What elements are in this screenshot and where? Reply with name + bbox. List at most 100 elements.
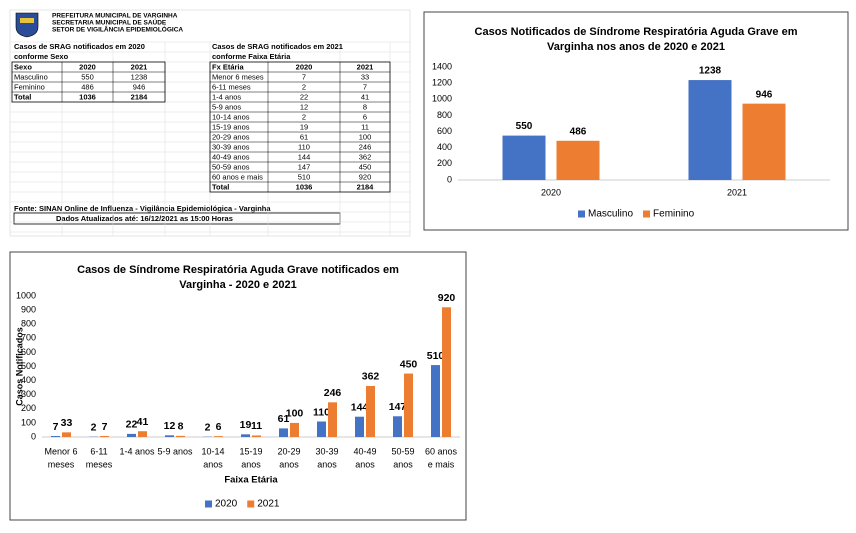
table-cell: 2184 <box>131 92 149 101</box>
bar <box>317 421 326 437</box>
table-title: Casos de SRAG notificados em 2021 <box>212 42 343 51</box>
table-cell: 22 <box>300 92 308 101</box>
data-label: 144 <box>351 401 369 413</box>
x-tick-label: 10-14 <box>201 446 224 456</box>
table-cell: 60 anos e mais <box>212 172 263 181</box>
chart-frame <box>9 251 467 521</box>
bar <box>328 402 337 437</box>
table-header: Sexo <box>14 62 32 71</box>
y-tick-label: 600 <box>21 347 36 357</box>
data-label: 362 <box>362 371 380 383</box>
bar <box>688 80 732 180</box>
table-cell: 2184 <box>357 182 375 191</box>
table-cell: 550 <box>81 72 94 81</box>
bar <box>404 373 413 437</box>
chart-title: Casos Notificados de Síndrome Respiratór… <box>475 26 798 38</box>
bar <box>393 416 402 437</box>
updated: Dados Atualizados até: 16/12/2021 as 15:… <box>56 214 233 223</box>
x-tick-label: e mais <box>428 459 455 469</box>
bar <box>355 416 364 437</box>
x-tick-label: 6-11 <box>90 446 107 456</box>
table-cell: 30-39 anos <box>212 142 250 151</box>
data-label: 100 <box>286 408 304 420</box>
table-header: 2020 <box>79 62 96 71</box>
table-header: 2021 <box>131 62 148 71</box>
data-label: 8 <box>178 421 184 433</box>
legend-swatch <box>205 500 212 508</box>
y-tick-label: 1000 <box>432 94 452 104</box>
table-cell: 6 <box>363 112 367 121</box>
y-tick-label: 0 <box>447 174 452 184</box>
bar <box>62 432 71 437</box>
data-label: 22 <box>126 419 138 431</box>
y-tick-label: 200 <box>437 158 452 168</box>
x-tick-label: 2021 <box>727 187 747 197</box>
table-cell: 10-14 anos <box>212 112 250 121</box>
y-tick-label: 0 <box>31 431 36 441</box>
table-title: conforme Sexo <box>14 52 69 61</box>
y-tick-label: 1200 <box>432 78 452 88</box>
chart-title: Varginha - 2020 e 2021 <box>179 279 296 291</box>
y-tick-label: 300 <box>21 389 36 399</box>
data-label: 12 <box>164 420 176 432</box>
x-tick-label: anos <box>241 459 261 469</box>
data-label: 33 <box>61 417 73 429</box>
table-cell: 19 <box>300 122 308 131</box>
source: Fonte: SINAN Online de Influenza - Vigil… <box>14 204 271 213</box>
y-tick-label: 700 <box>21 333 36 343</box>
table-cell: 40-49 anos <box>212 152 250 161</box>
data-label: 1238 <box>699 66 722 77</box>
y-tick-label: 400 <box>21 375 36 385</box>
table-cell: 246 <box>359 142 372 151</box>
table-cell: 946 <box>133 82 146 91</box>
data-label: 2 <box>91 421 97 433</box>
x-tick-label: 5-9 anos <box>157 446 193 456</box>
table-cell: 1-4 anos <box>212 92 241 101</box>
x-tick-label: 1-4 anos <box>119 446 155 456</box>
bar <box>556 140 600 180</box>
x-tick-label: 60 anos <box>425 446 458 456</box>
x-tick-label: 2020 <box>541 187 561 197</box>
legend-label: 2021 <box>257 499 280 510</box>
table-header: 2020 <box>296 62 313 71</box>
y-tick-label: 600 <box>437 126 452 136</box>
bar <box>279 428 288 437</box>
table-cell: 362 <box>359 152 372 161</box>
y-tick-label: 900 <box>21 304 36 314</box>
table-cell: 920 <box>359 172 372 181</box>
table-title: conforme Faixa Etária <box>212 52 291 61</box>
table-cell: 2 <box>302 82 306 91</box>
header-line: PREFEITURA MUNICIPAL DE VARGINHA <box>52 13 178 20</box>
x-tick-label: anos <box>203 459 223 469</box>
table-cell: 50-59 anos <box>212 162 250 171</box>
x-tick-label: anos <box>393 459 413 469</box>
table-cell: 7 <box>363 82 367 91</box>
y-tick-label: 800 <box>21 319 36 329</box>
table-cell: Masculino <box>14 72 48 81</box>
table-cell: Menor 6 meses <box>212 72 264 81</box>
y-tick-label: 500 <box>21 361 36 371</box>
table-cell: 8 <box>363 102 367 111</box>
data-label: 7 <box>102 421 108 433</box>
x-axis-label: Faixa Etária <box>224 475 278 486</box>
bar <box>214 436 223 437</box>
x-tick-label: anos <box>317 459 337 469</box>
bar <box>127 433 136 437</box>
bar <box>431 365 440 437</box>
table-cell: 6-11 meses <box>212 82 251 91</box>
bar <box>252 435 261 437</box>
x-tick-label: meses <box>48 459 75 469</box>
data-label: 61 <box>278 413 290 425</box>
table-bg <box>209 61 391 193</box>
data-label: 110 <box>313 406 330 418</box>
logo-detail <box>20 18 34 23</box>
bar <box>442 307 451 437</box>
table-header: Fx Etária <box>212 62 245 71</box>
table-cell: 20-29 anos <box>212 132 250 141</box>
data-label: 6 <box>216 421 222 433</box>
y-tick-label: 1400 <box>432 61 452 71</box>
y-tick-label: 800 <box>437 110 452 120</box>
bar <box>138 431 147 437</box>
x-tick-label: anos <box>355 459 375 469</box>
